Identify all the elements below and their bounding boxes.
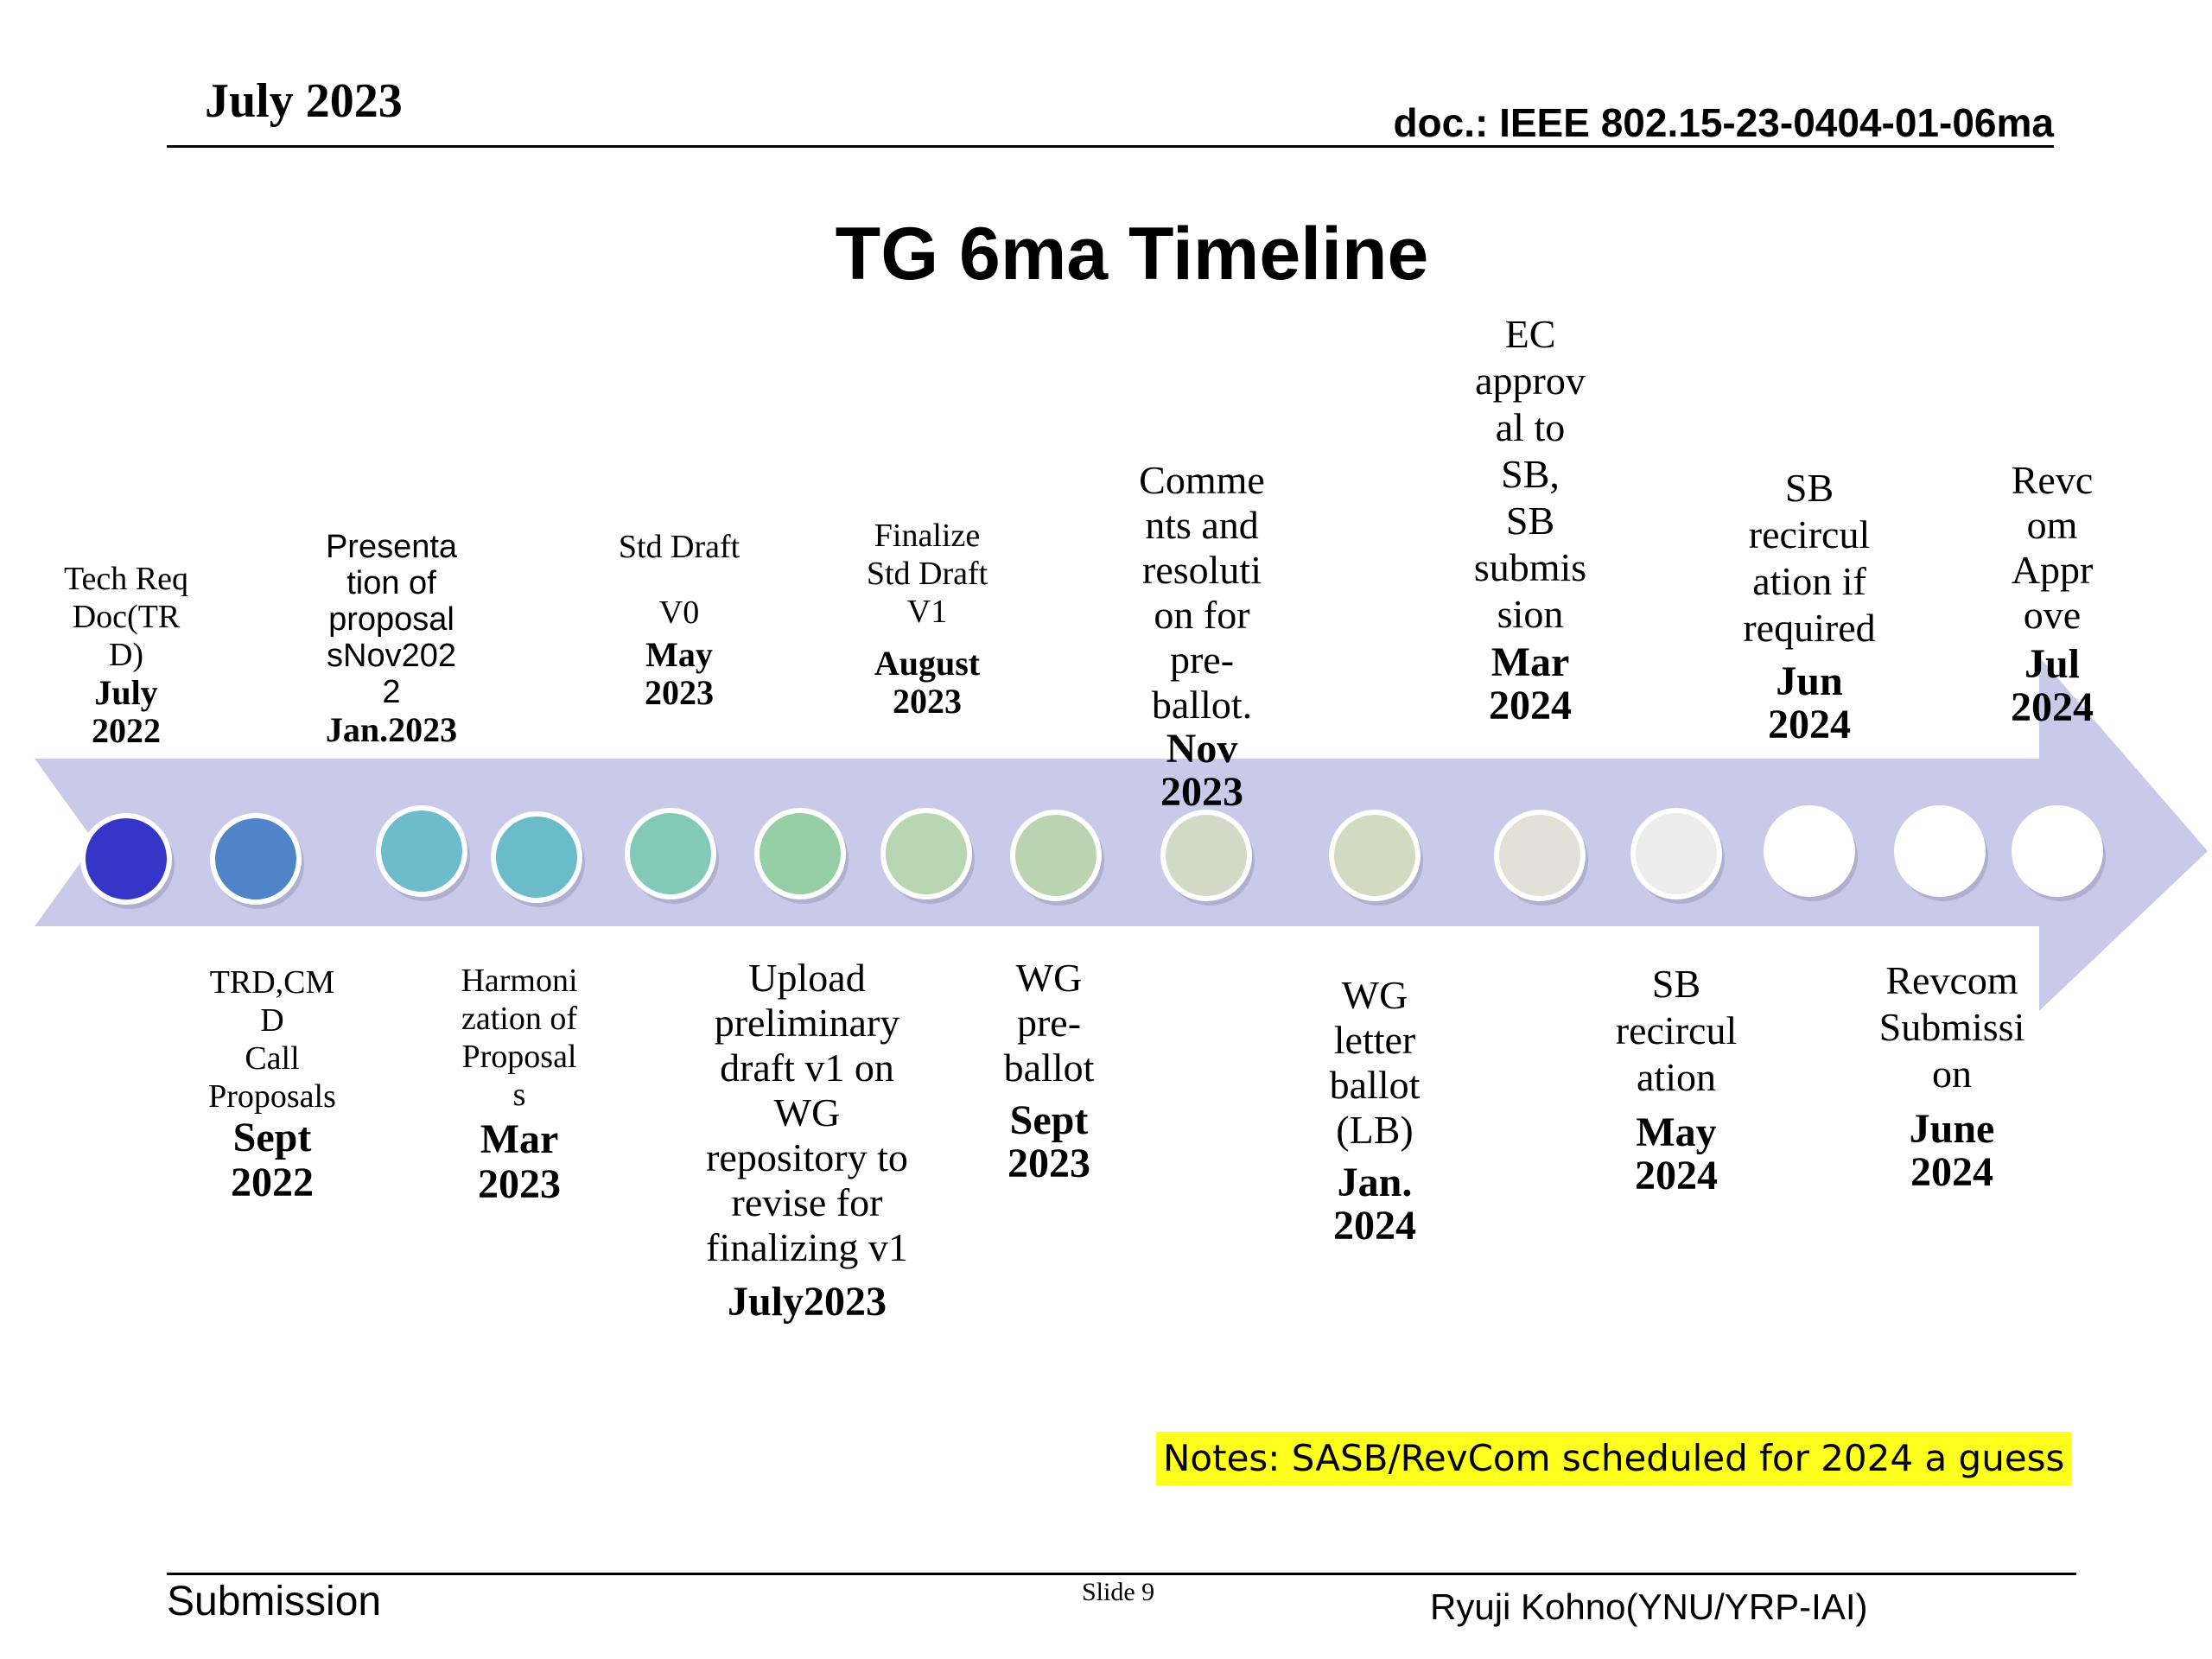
- milestone-description: SB recircul ation if required: [1743, 466, 1876, 650]
- milestone-finalize-std-draft-v1: Finalize Std Draft V1 August 2023: [867, 517, 988, 721]
- timeline-node: [1894, 805, 1986, 897]
- timeline-node: [625, 808, 716, 899]
- milestone-date: May 2023: [645, 635, 714, 712]
- milestone-description: Finalize Std Draft V1: [866, 518, 988, 630]
- milestone-description: EC approv al to SB, SB submis sion: [1473, 312, 1587, 636]
- milestone-description: Revc om Appr ove: [2011, 458, 2094, 637]
- timeline-node: [376, 805, 467, 897]
- milestone-revcom-approve: Revc om Appr ove Jul 2024: [2011, 458, 2094, 729]
- milestone-wg-letter-ballot: WG letter ballot (LB) Jan. 2024: [1330, 973, 1421, 1248]
- milestone-trd-cmd-call-proposals: TRD,CM D Call Proposals Sept 2022: [208, 963, 336, 1205]
- milestone-description: Presenta tion of proposal sNov202 2: [325, 529, 458, 710]
- milestone-description: Comme nts and resoluti on for pre- ballo…: [1139, 458, 1265, 727]
- milestone-sb-recirculation: SB recircul ation May 2024: [1616, 961, 1737, 1198]
- milestone-upload-preliminary-draft: Upload preliminary draft v1 on WG reposi…: [706, 956, 908, 1324]
- milestone-description: Revcom Submissi on: [1878, 958, 2025, 1096]
- timeline-node: [1160, 810, 1252, 901]
- milestone-date: June 2024: [1909, 1106, 1995, 1195]
- milestone-description: Std Draft V0: [618, 529, 741, 631]
- timeline-node: [491, 811, 582, 903]
- milestone-comments-resolution: Comme nts and resoluti on for pre- ballo…: [1139, 458, 1265, 814]
- timeline-node: [754, 808, 846, 899]
- milestone-description: WG letter ballot (LB): [1329, 973, 1421, 1152]
- milestone-description: SB recircul ation: [1615, 962, 1738, 1099]
- milestone-wg-pre-ballot: WG pre- ballot Sept 2023: [1004, 956, 1095, 1185]
- document-id: doc.: IEEE 802.15-23-0404-01-06ma: [1393, 100, 2054, 145]
- milestone-revcom-submission: Revcom Submissi on June 2024: [1879, 957, 2025, 1194]
- milestone-date: Jul 2024: [2011, 641, 2094, 730]
- timeline-node: [1630, 808, 1722, 899]
- milestone-proposal-presentation: Presenta tion of proposal sNov202 2 Jan.…: [326, 529, 457, 750]
- milestone-ec-approval: EC approv al to SB, SB submis sion Mar 2…: [1474, 311, 1586, 728]
- milestone-date: Jan.2023: [325, 710, 458, 749]
- footer-divider: [167, 1573, 2076, 1575]
- notes-highlight: Notes: SASB/RevCom scheduled for 2024 a …: [1156, 1432, 2072, 1485]
- milestone-date: May 2024: [1634, 1109, 1718, 1198]
- timeline-node: [880, 808, 972, 899]
- milestone-date: Sept 2022: [230, 1115, 314, 1205]
- milestone-description: WG pre- ballot: [1003, 956, 1095, 1090]
- milestone-harmonization-of-proposals: Harmoni zation of Proposal s Mar 2023: [461, 962, 577, 1207]
- milestone-date: Jan. 2024: [1332, 1160, 1416, 1249]
- slide-number: Slide 9: [1082, 1578, 1155, 1606]
- milestone-date: July2023: [727, 1279, 887, 1325]
- milestone-date: Nov 2023: [1160, 726, 1243, 815]
- header-date: July 2023: [205, 74, 403, 128]
- timeline-node: [1010, 810, 1102, 901]
- timeline-node: [210, 813, 302, 905]
- milestone-sb-recirculation-if-required: SB recircul ation if required Jun 2024: [1743, 465, 1875, 747]
- milestone-date: Sept 2023: [1007, 1097, 1090, 1186]
- milestone-description: Upload preliminary draft v1 on WG reposi…: [706, 956, 908, 1269]
- footer-submission: Submission: [167, 1579, 382, 1624]
- milestone-date: August 2023: [874, 644, 981, 721]
- milestone-description: Tech Req Doc(TR D): [63, 561, 189, 673]
- milestone-date: Jun 2024: [1767, 658, 1851, 747]
- milestone-date: Mar 2024: [1489, 639, 1572, 728]
- milestone-std-draft-v0: Std Draft V0 May 2023: [619, 531, 740, 712]
- timeline-node: [2012, 805, 2103, 897]
- milestone-date: Mar 2023: [477, 1116, 561, 1207]
- footer-author: Ryuji Kohno(YNU/YRP-IAI): [1430, 1586, 1868, 1627]
- milestone-description: TRD,CM D Call Proposals: [208, 964, 336, 1115]
- slide-title: TG 6ma Timeline: [835, 213, 1429, 296]
- milestone-description: Harmoni zation of Proposal s: [461, 963, 578, 1113]
- timeline-node: [80, 813, 172, 905]
- header-divider: [167, 145, 2054, 148]
- timeline-node: [1329, 810, 1421, 901]
- timeline-node: [1494, 810, 1586, 901]
- arrow-body: [35, 657, 2208, 1011]
- milestone-date: July 2022: [91, 673, 161, 750]
- timeline-node: [1764, 805, 1855, 897]
- milestone-tech-req-doc: Tech Req Doc(TR D) July 2022: [64, 560, 188, 750]
